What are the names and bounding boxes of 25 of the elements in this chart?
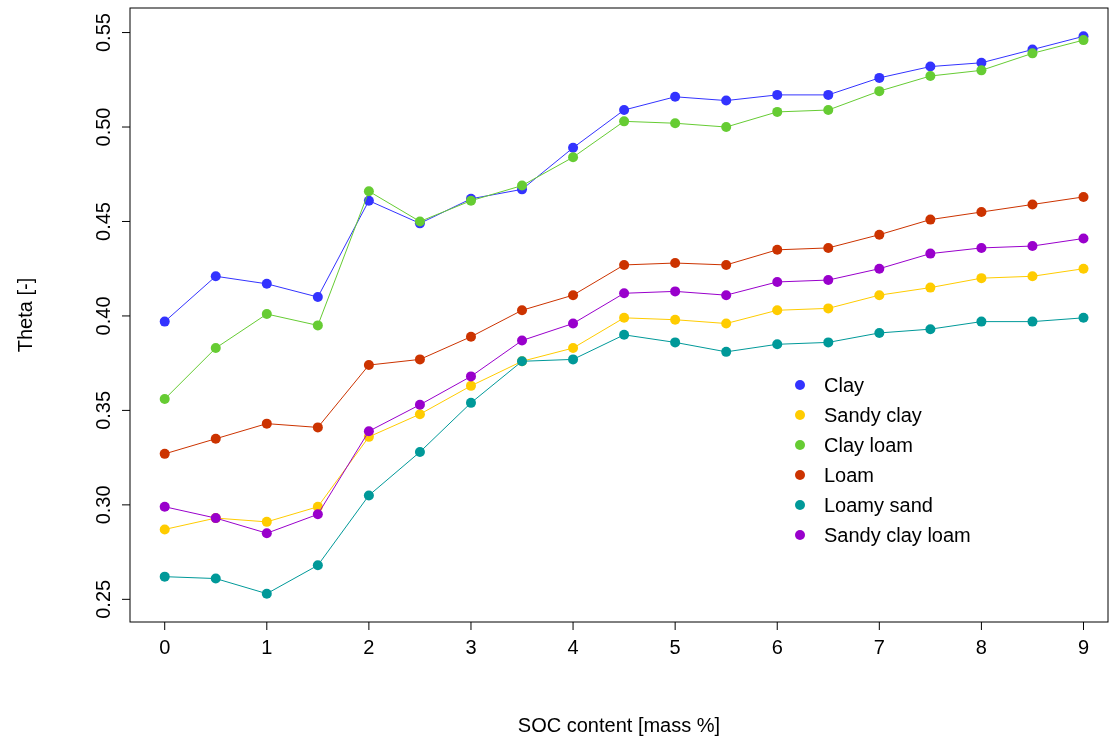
legend-label: Clay	[824, 374, 865, 396]
legend-label: Sandy clay	[824, 404, 922, 426]
x-tick-label: 8	[975, 636, 987, 658]
x-tick-label: 0	[159, 636, 171, 658]
x-tick-label: 2	[363, 636, 375, 658]
x-tick-label: 3	[465, 636, 477, 658]
x-tick-label: 6	[771, 636, 783, 658]
legend-label: Loam	[824, 464, 875, 486]
y-axis-title: Theta [-]	[14, 277, 36, 353]
y-tick-label: 0.55	[92, 13, 114, 53]
x-tick-label: 7	[873, 636, 885, 658]
x-axis-title: SOC content [mass %]	[517, 714, 721, 736]
y-tick-label: 0.50	[92, 107, 114, 147]
x-tick-label: 1	[261, 636, 273, 658]
legend-label: Sandy clay loam	[824, 524, 971, 546]
x-tick-label: 4	[567, 636, 579, 658]
y-tick-label: 0.35	[92, 390, 114, 430]
x-tick-label: 5	[669, 636, 681, 658]
y-tick-label: 0.40	[92, 296, 114, 336]
legend-label: Clay loam	[824, 434, 913, 456]
legend-label: Loamy sand	[824, 494, 933, 516]
x-tick-label: 9	[1077, 636, 1090, 658]
y-tick-label: 0.45	[92, 202, 114, 241]
y-tick-label: 0.30	[92, 485, 114, 525]
y-tick-label: 0.25	[92, 579, 114, 619]
